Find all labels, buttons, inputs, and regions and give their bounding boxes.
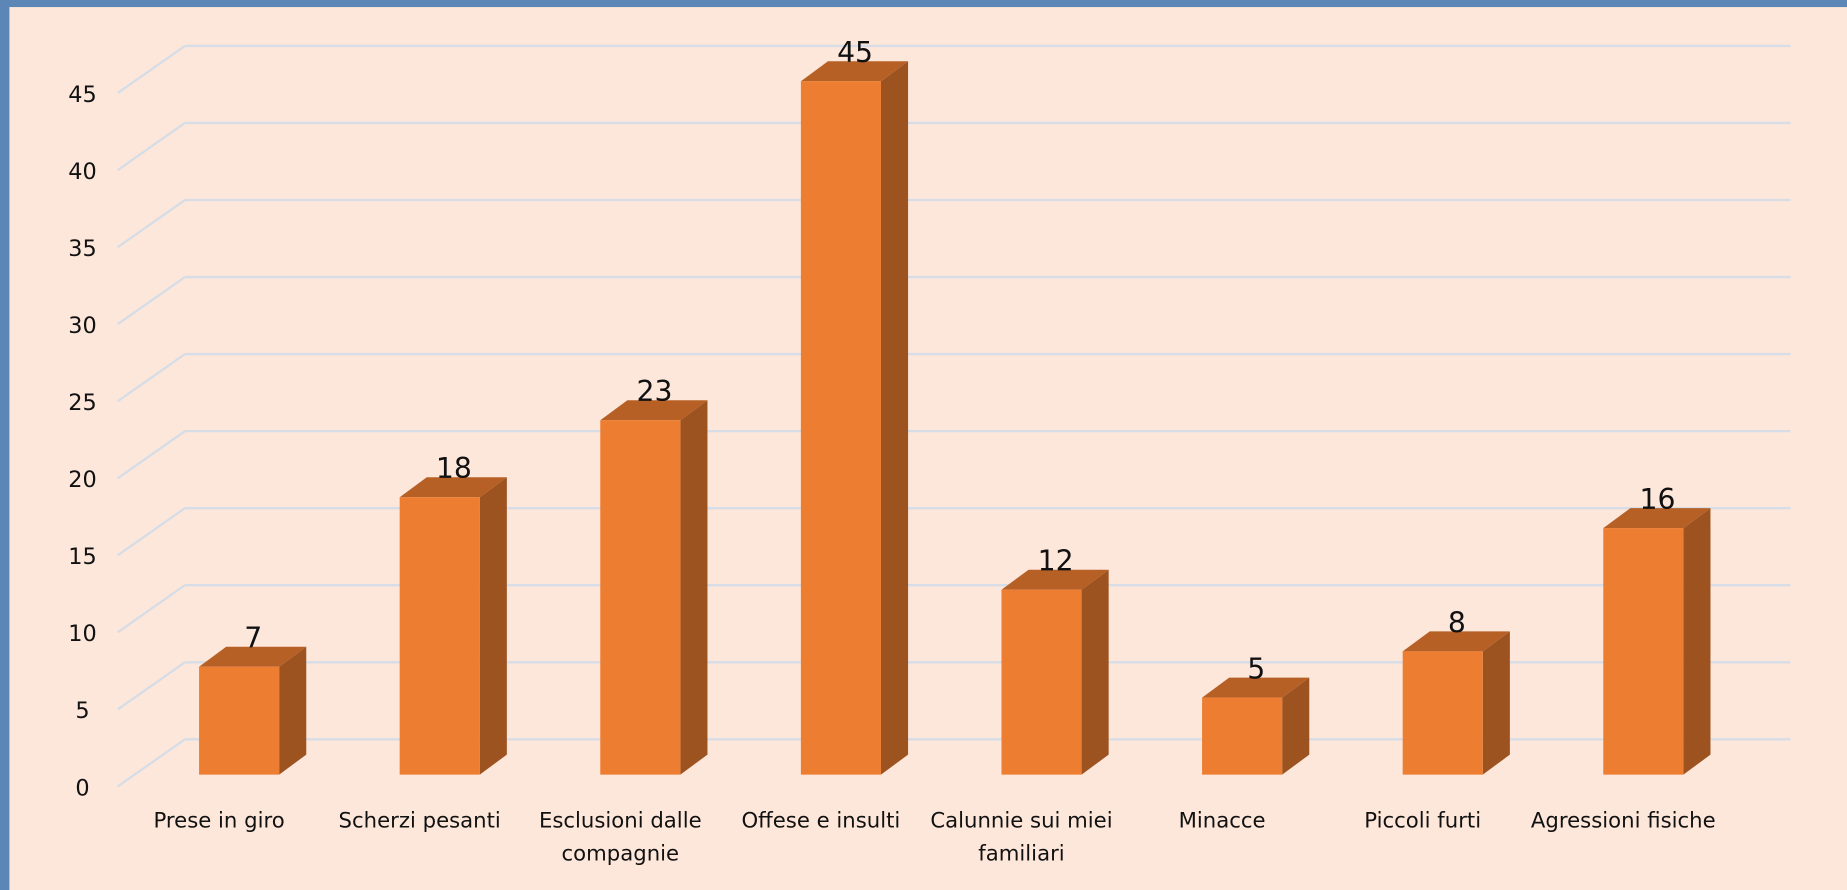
x-tick-label-box: Prese in giro — [153, 808, 285, 834]
data-label: 16 — [1639, 483, 1675, 516]
x-tick-label-box: Piccoli furti — [1364, 808, 1482, 834]
y-tick-label: 30 — [68, 313, 96, 339]
bar-side — [1282, 677, 1310, 775]
bar-side — [279, 646, 307, 775]
grid-line-side — [117, 661, 186, 711]
bar-top — [600, 400, 708, 421]
x-tick-label-box: Agressioni fisiche — [1530, 808, 1716, 834]
bar-top — [1202, 677, 1310, 698]
data-label: 5 — [1247, 653, 1265, 686]
grid-line-side — [117, 276, 186, 326]
x-tick-label-box: Calunnie sui miei familiari — [930, 808, 1113, 867]
y-tick-label: 40 — [68, 159, 96, 185]
x-tick-label: Calunnie sui miei familiari — [930, 808, 1113, 867]
bar — [1001, 589, 1082, 775]
bar — [399, 497, 480, 775]
bar — [1603, 528, 1684, 775]
data-label: 18 — [436, 452, 472, 485]
x-tick-label: Scherzi pesanti — [338, 808, 501, 834]
x-tick-label: Piccoli furti — [1364, 808, 1482, 834]
data-label: 12 — [1038, 545, 1074, 578]
x-tick-label-box: Offese e insulti — [741, 808, 901, 834]
grid-line-side — [117, 199, 186, 249]
bar-top — [399, 477, 507, 498]
grid-line-side — [117, 507, 186, 557]
bar-top — [199, 646, 307, 667]
plot-panel — [9, 7, 1847, 890]
bar — [1202, 697, 1283, 775]
y-tick-label: 35 — [68, 236, 96, 262]
bar-top — [1402, 631, 1510, 652]
bar-top — [1603, 508, 1711, 529]
y-tick-label: 20 — [68, 467, 96, 493]
y-tick-label: 15 — [68, 544, 96, 570]
bar-side — [479, 477, 507, 775]
data-label: 7 — [244, 622, 262, 655]
y-tick-label: 45 — [68, 82, 96, 108]
grid-line-side — [117, 584, 186, 634]
grid-line-side — [117, 44, 186, 94]
x-tick-label-box: Minacce — [1178, 808, 1266, 834]
x-tick-label: Offese e insulti — [741, 808, 901, 834]
bar — [1402, 651, 1483, 775]
bar — [800, 81, 881, 775]
grid-line-side — [117, 430, 186, 480]
bar — [199, 666, 280, 775]
bar-side — [680, 400, 708, 775]
y-tick-label: 10 — [68, 621, 96, 647]
data-label: 23 — [636, 375, 672, 408]
bar-top — [800, 61, 909, 82]
bar-side — [1683, 508, 1711, 775]
bar — [600, 420, 681, 775]
data-label: 8 — [1448, 606, 1466, 639]
bar-side — [880, 61, 909, 775]
x-tick-label-box: Scherzi pesanti — [338, 808, 501, 834]
y-tick-label: 5 — [75, 698, 89, 724]
bar-top — [1001, 569, 1109, 590]
data-label: 45 — [837, 36, 873, 69]
y-tick-label: 0 — [75, 775, 89, 801]
y-tick-label: 25 — [68, 390, 96, 416]
grid-line-side — [117, 738, 186, 788]
bar-side — [1081, 569, 1109, 775]
x-tick-label: Prese in giro — [153, 808, 285, 834]
x-tick-label: Esclusioni dalle compagnie — [538, 808, 702, 867]
bar-side — [1482, 631, 1510, 775]
grid-line-side — [117, 353, 186, 403]
grid-line-side — [117, 121, 186, 172]
x-tick-label: Agressioni fisiche — [1530, 808, 1716, 834]
x-tick-label-box: Esclusioni dalle compagnie — [538, 808, 702, 867]
x-tick-label: Minacce — [1178, 808, 1266, 834]
